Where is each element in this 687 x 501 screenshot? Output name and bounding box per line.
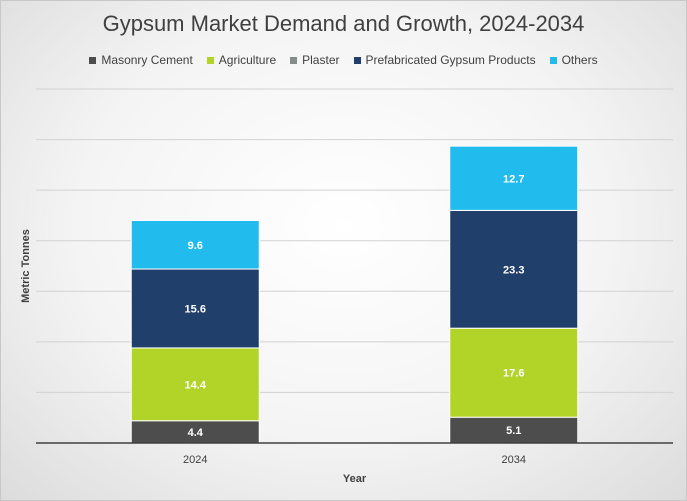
legend-label: Masonry Cement [101,53,193,67]
data-label-2034-agriculture: 17.6 [503,368,524,380]
x-tick-label: 2034 [502,454,526,466]
legend-swatch [89,56,97,64]
legend-swatch [549,56,557,64]
legend: Masonry Cement Agriculture Plaster Prefabri… [1,53,686,67]
legend-item-plaster: Plaster [290,53,340,67]
legend-item-masonry-cement: Masonry Cement [89,53,193,67]
legend-label: Others [561,53,598,67]
legend-label: Prefabricated Gypsum Products [365,53,536,67]
bar-2034-prefabricated-gypsum-products [449,209,579,329]
data-label-2034-prefabricated-gypsum-products: 23.3 [503,264,524,276]
data-label-2024-prefabricated-gypsum-products: 15.6 [185,303,206,315]
legend-item-agriculture: Agriculture [206,53,277,67]
y-axis-title: Metric Tonnes [20,229,32,303]
legend-swatch [353,56,361,64]
x-tick-label: 2024 [183,454,207,466]
bar-2034-others [449,145,579,211]
x-axis-title: Year [343,473,367,485]
legend-label: Agriculture [218,53,277,67]
data-label-2024-agriculture: 14.4 [185,379,207,391]
data-label-2034-masonry-cement: 5.1 [506,425,521,437]
bar-2024-agriculture [130,347,260,422]
data-label-2024-masonry-cement: 4.4 [188,427,204,439]
bar-2024-prefabricated-gypsum-products [130,268,260,349]
bar-2024-others [130,219,260,270]
legend-item-others: Others [549,53,598,67]
legend-label: Plaster [302,53,340,67]
legend-swatch [206,56,214,64]
data-label-2034-others: 12.7 [503,173,524,185]
legend-item-prefabricated-gypsum-products: Prefabricated Gypsum Products [353,53,536,67]
legend-swatch [290,56,298,64]
chart-title: Gypsum Market Demand and Growth, 2024-20… [102,11,585,36]
data-label-2024-others: 9.6 [188,240,203,252]
bar-2034-masonry-cement [449,416,579,444]
bar-2034-agriculture [449,327,579,418]
